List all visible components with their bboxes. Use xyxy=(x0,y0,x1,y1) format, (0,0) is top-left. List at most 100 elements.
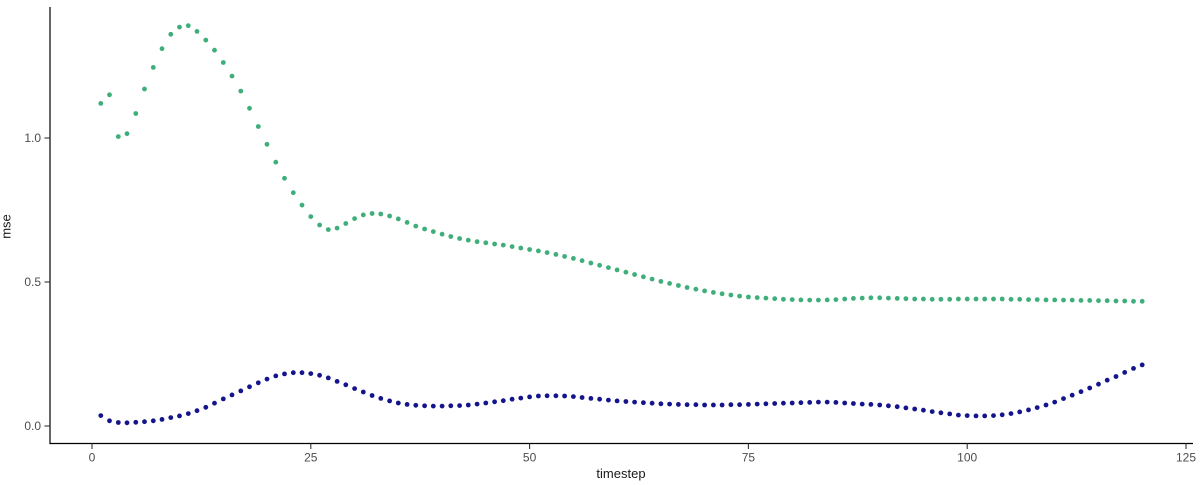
navy-series-point xyxy=(124,420,130,426)
green-series-point xyxy=(1131,298,1136,304)
green-series-point xyxy=(579,258,585,264)
navy-series-point xyxy=(903,405,909,411)
navy-series-point xyxy=(798,400,804,406)
navy-series-point xyxy=(824,399,830,405)
green-series-point xyxy=(509,244,515,250)
navy-series-point xyxy=(1008,411,1014,416)
navy-series-point xyxy=(448,403,454,409)
green-series-point xyxy=(956,296,961,302)
navy-series-point xyxy=(238,388,244,394)
green-series-point xyxy=(299,202,305,208)
green-series-point xyxy=(98,101,104,106)
green-series-point xyxy=(115,134,121,140)
navy-series-point xyxy=(527,394,532,400)
green-series-point xyxy=(1008,296,1014,302)
navy-series-point xyxy=(430,403,436,409)
green-series-point xyxy=(938,296,944,302)
green-series-point xyxy=(150,65,156,70)
navy-series-point xyxy=(133,419,139,425)
navy-series-point xyxy=(177,413,182,419)
navy-series-point xyxy=(1087,385,1093,391)
green-series-point xyxy=(824,297,830,303)
navy-series-point xyxy=(1017,409,1023,415)
navy-series-point xyxy=(956,412,961,418)
green-series-point xyxy=(781,296,786,302)
green-series-point xyxy=(833,297,839,302)
navy-series-point xyxy=(404,402,410,407)
navy-series-point xyxy=(964,413,970,418)
green-series-point xyxy=(413,223,419,229)
navy-series-point xyxy=(702,402,707,408)
green-series-point xyxy=(422,226,427,232)
navy-series-point xyxy=(360,389,366,395)
y-tick-label: 1.0 xyxy=(24,131,41,145)
navy-series-point xyxy=(728,402,734,408)
navy-series-point xyxy=(334,379,340,384)
green-series-point xyxy=(1087,298,1093,303)
green-series-point xyxy=(606,265,611,270)
navy-series-point xyxy=(317,372,322,378)
navy-series-point xyxy=(1096,381,1101,387)
green-series-point xyxy=(1043,297,1049,303)
navy-series-point xyxy=(247,384,252,390)
navy-series-point xyxy=(772,401,778,406)
green-series-point xyxy=(439,231,445,237)
green-series-point xyxy=(133,111,139,116)
green-series-point xyxy=(868,295,874,301)
green-series-point xyxy=(1069,297,1075,303)
green-series-point xyxy=(588,260,594,266)
navy-series-point xyxy=(518,395,524,401)
green-series-point xyxy=(921,296,926,302)
green-series-point xyxy=(474,239,480,245)
green-series-point xyxy=(859,295,865,301)
navy-series-point xyxy=(746,402,751,407)
navy-series-point xyxy=(1131,366,1136,371)
green-series-point xyxy=(369,211,375,216)
navy-series-point xyxy=(159,417,165,422)
green-series-point xyxy=(667,281,672,286)
green-series-point xyxy=(290,190,296,196)
navy-series-point xyxy=(378,396,384,401)
green-series-point xyxy=(378,211,384,217)
x-tick-label: 25 xyxy=(304,451,318,465)
green-series-point xyxy=(483,240,489,246)
green-series-point xyxy=(1113,298,1119,304)
navy-series-point xyxy=(999,412,1005,418)
green-series-point xyxy=(185,23,191,29)
green-series-point xyxy=(1061,297,1066,303)
green-series-point xyxy=(719,291,725,297)
navy-series-point xyxy=(413,402,419,408)
x-tick-label: 0 xyxy=(89,451,96,465)
green-series-point xyxy=(877,295,883,301)
green-series-point xyxy=(632,272,637,277)
navy-series-point xyxy=(299,370,305,376)
navy-series-point xyxy=(562,393,567,399)
navy-series-point xyxy=(1034,405,1040,410)
green-series-point xyxy=(352,216,357,222)
green-series-point xyxy=(430,229,436,235)
navy-series-point xyxy=(579,395,585,400)
navy-series-point xyxy=(229,392,235,398)
green-series-point xyxy=(212,47,217,53)
navy-series-point xyxy=(142,419,147,425)
green-series-point xyxy=(947,296,953,302)
navy-series-point xyxy=(921,407,926,413)
green-series-point xyxy=(746,294,751,300)
navy-series-point xyxy=(737,402,742,408)
navy-series-point xyxy=(1113,374,1119,379)
green-series-point xyxy=(903,296,909,302)
green-series-point xyxy=(159,46,165,52)
navy-series-point xyxy=(877,402,883,408)
navy-series-point xyxy=(781,400,786,406)
navy-series-point xyxy=(553,393,559,399)
green-series-point xyxy=(711,290,716,295)
navy-series-point xyxy=(693,402,699,408)
navy-series-point xyxy=(684,402,690,408)
navy-series-point xyxy=(369,393,375,398)
green-series-point xyxy=(325,227,331,233)
navy-series-point xyxy=(1061,396,1066,401)
green-series-point xyxy=(658,279,664,284)
navy-series-point xyxy=(107,418,112,424)
navy-series-point xyxy=(754,401,760,407)
